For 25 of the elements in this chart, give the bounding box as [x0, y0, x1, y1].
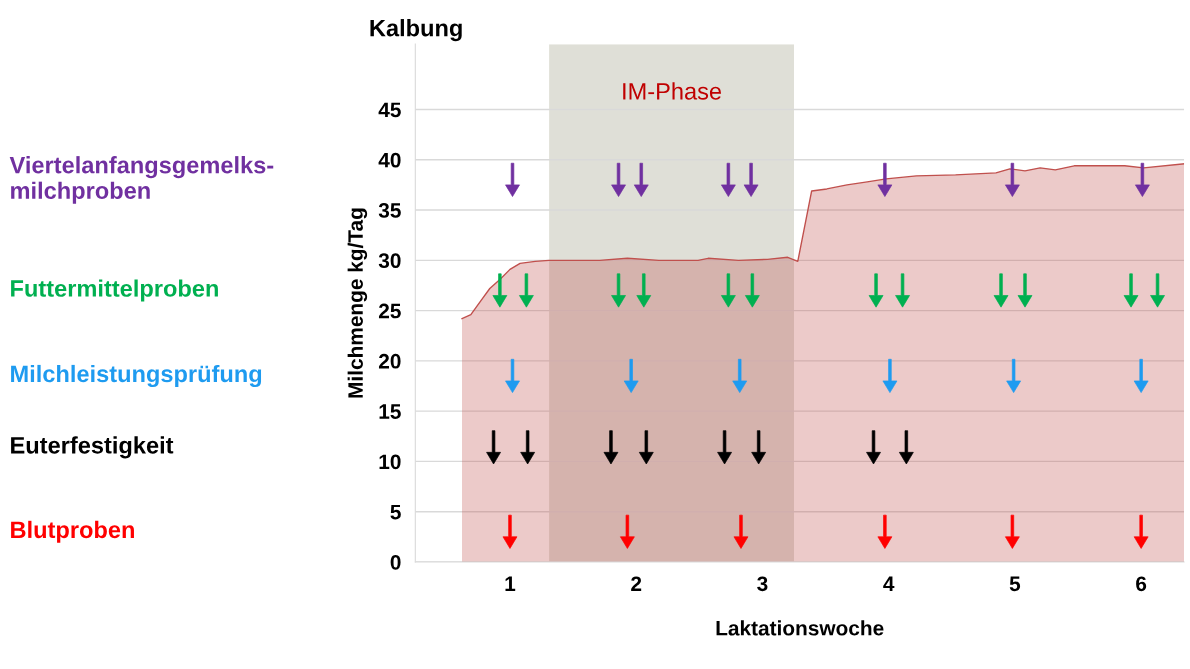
y-tick-label: 40: [378, 152, 401, 168]
x-tick-label: 1: [505, 576, 516, 591]
x-axis-title: Laktationswoche: [716, 620, 884, 636]
y-tick-label: 35: [378, 203, 401, 218]
y-tick-label: 30: [378, 253, 401, 269]
x-tick-label: 4: [883, 576, 895, 591]
text: Viertelanfangsgemelks- milchproben: [9, 156, 274, 204]
text: Milchleistungsprüfung: [11, 364, 262, 388]
x-tick-label: 2: [631, 576, 642, 591]
y-tick-label: 25: [378, 303, 401, 319]
band-label: IM-Phase: [623, 82, 722, 100]
y-axis-title: Milchmenge kg/Tag: [347, 208, 368, 398]
x-tick-label: 6: [1136, 576, 1147, 592]
text: Blutproben: [11, 520, 134, 543]
y-tick-label: 45: [378, 102, 401, 118]
x-tick-label: 3: [757, 576, 768, 592]
text: Kalbung: [370, 19, 462, 42]
y-tick-label: 5: [390, 504, 401, 520]
y-tick-label: 10: [379, 454, 401, 470]
y-tick-label: 15: [379, 404, 401, 419]
x-tick-label: 5: [1009, 576, 1021, 592]
text: Futtermittelproben: [11, 279, 218, 302]
y-tick-label: 0: [390, 554, 401, 570]
y-tick-label: 20: [378, 353, 401, 369]
text: Euterfestigkeit: [11, 436, 174, 459]
